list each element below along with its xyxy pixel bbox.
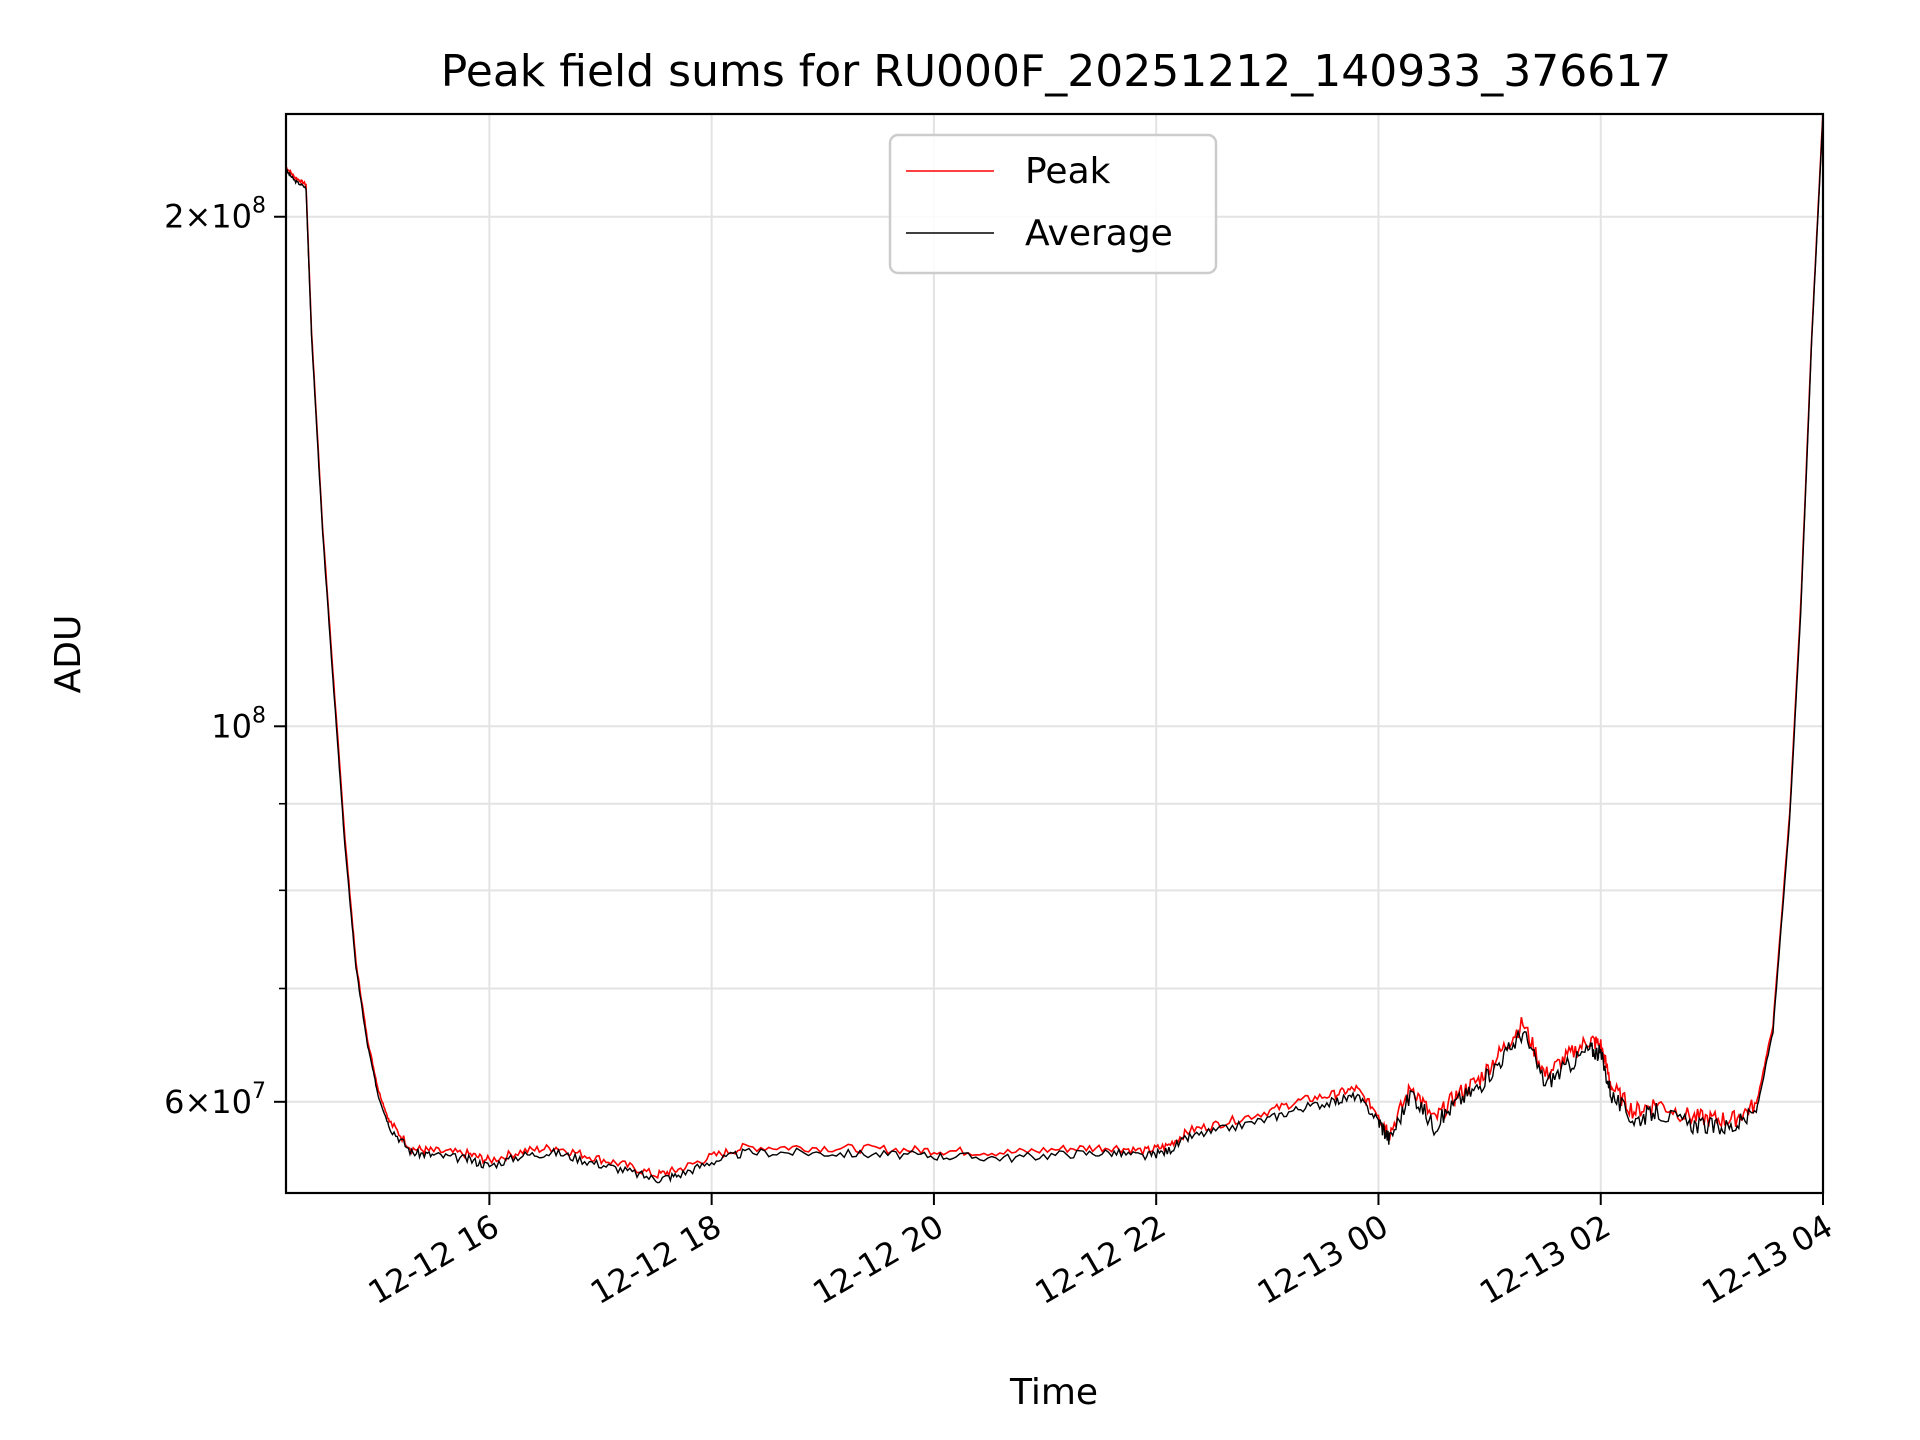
y-tick-exponent: 7 [252,1079,266,1104]
series-group [286,114,1823,1184]
y-tick-exponent: 8 [252,194,266,219]
x-axis-label: Time [1009,1372,1098,1413]
series-average-line [286,114,1823,1184]
series-peak-line [286,114,1823,1180]
y-tick-label: 6×107 [164,1079,266,1121]
grid [286,114,1824,1193]
y-tick-base: 10 [211,1083,252,1121]
y-tick-base: 10 [211,707,252,745]
y-tick-base: 10 [211,198,252,236]
y-tick-label: 108 [211,703,266,745]
plot-frame [284,112,1825,1195]
legend-box [888,133,1218,275]
y-tick-coefficient: 6× [164,1083,211,1121]
legend: Peak Average [888,133,1218,275]
y-axis-label: ADU [48,615,89,694]
y-tick-label: 2×108 [164,194,266,236]
y-tick-coefficient: 2× [164,198,211,236]
chart-title: Peak field sums for RU000F_20251212_1409… [441,46,1671,97]
legend-peak-label: Peak [1025,151,1111,192]
y-tick-exponent: 8 [252,703,266,728]
legend-average-label: Average [1025,213,1173,254]
